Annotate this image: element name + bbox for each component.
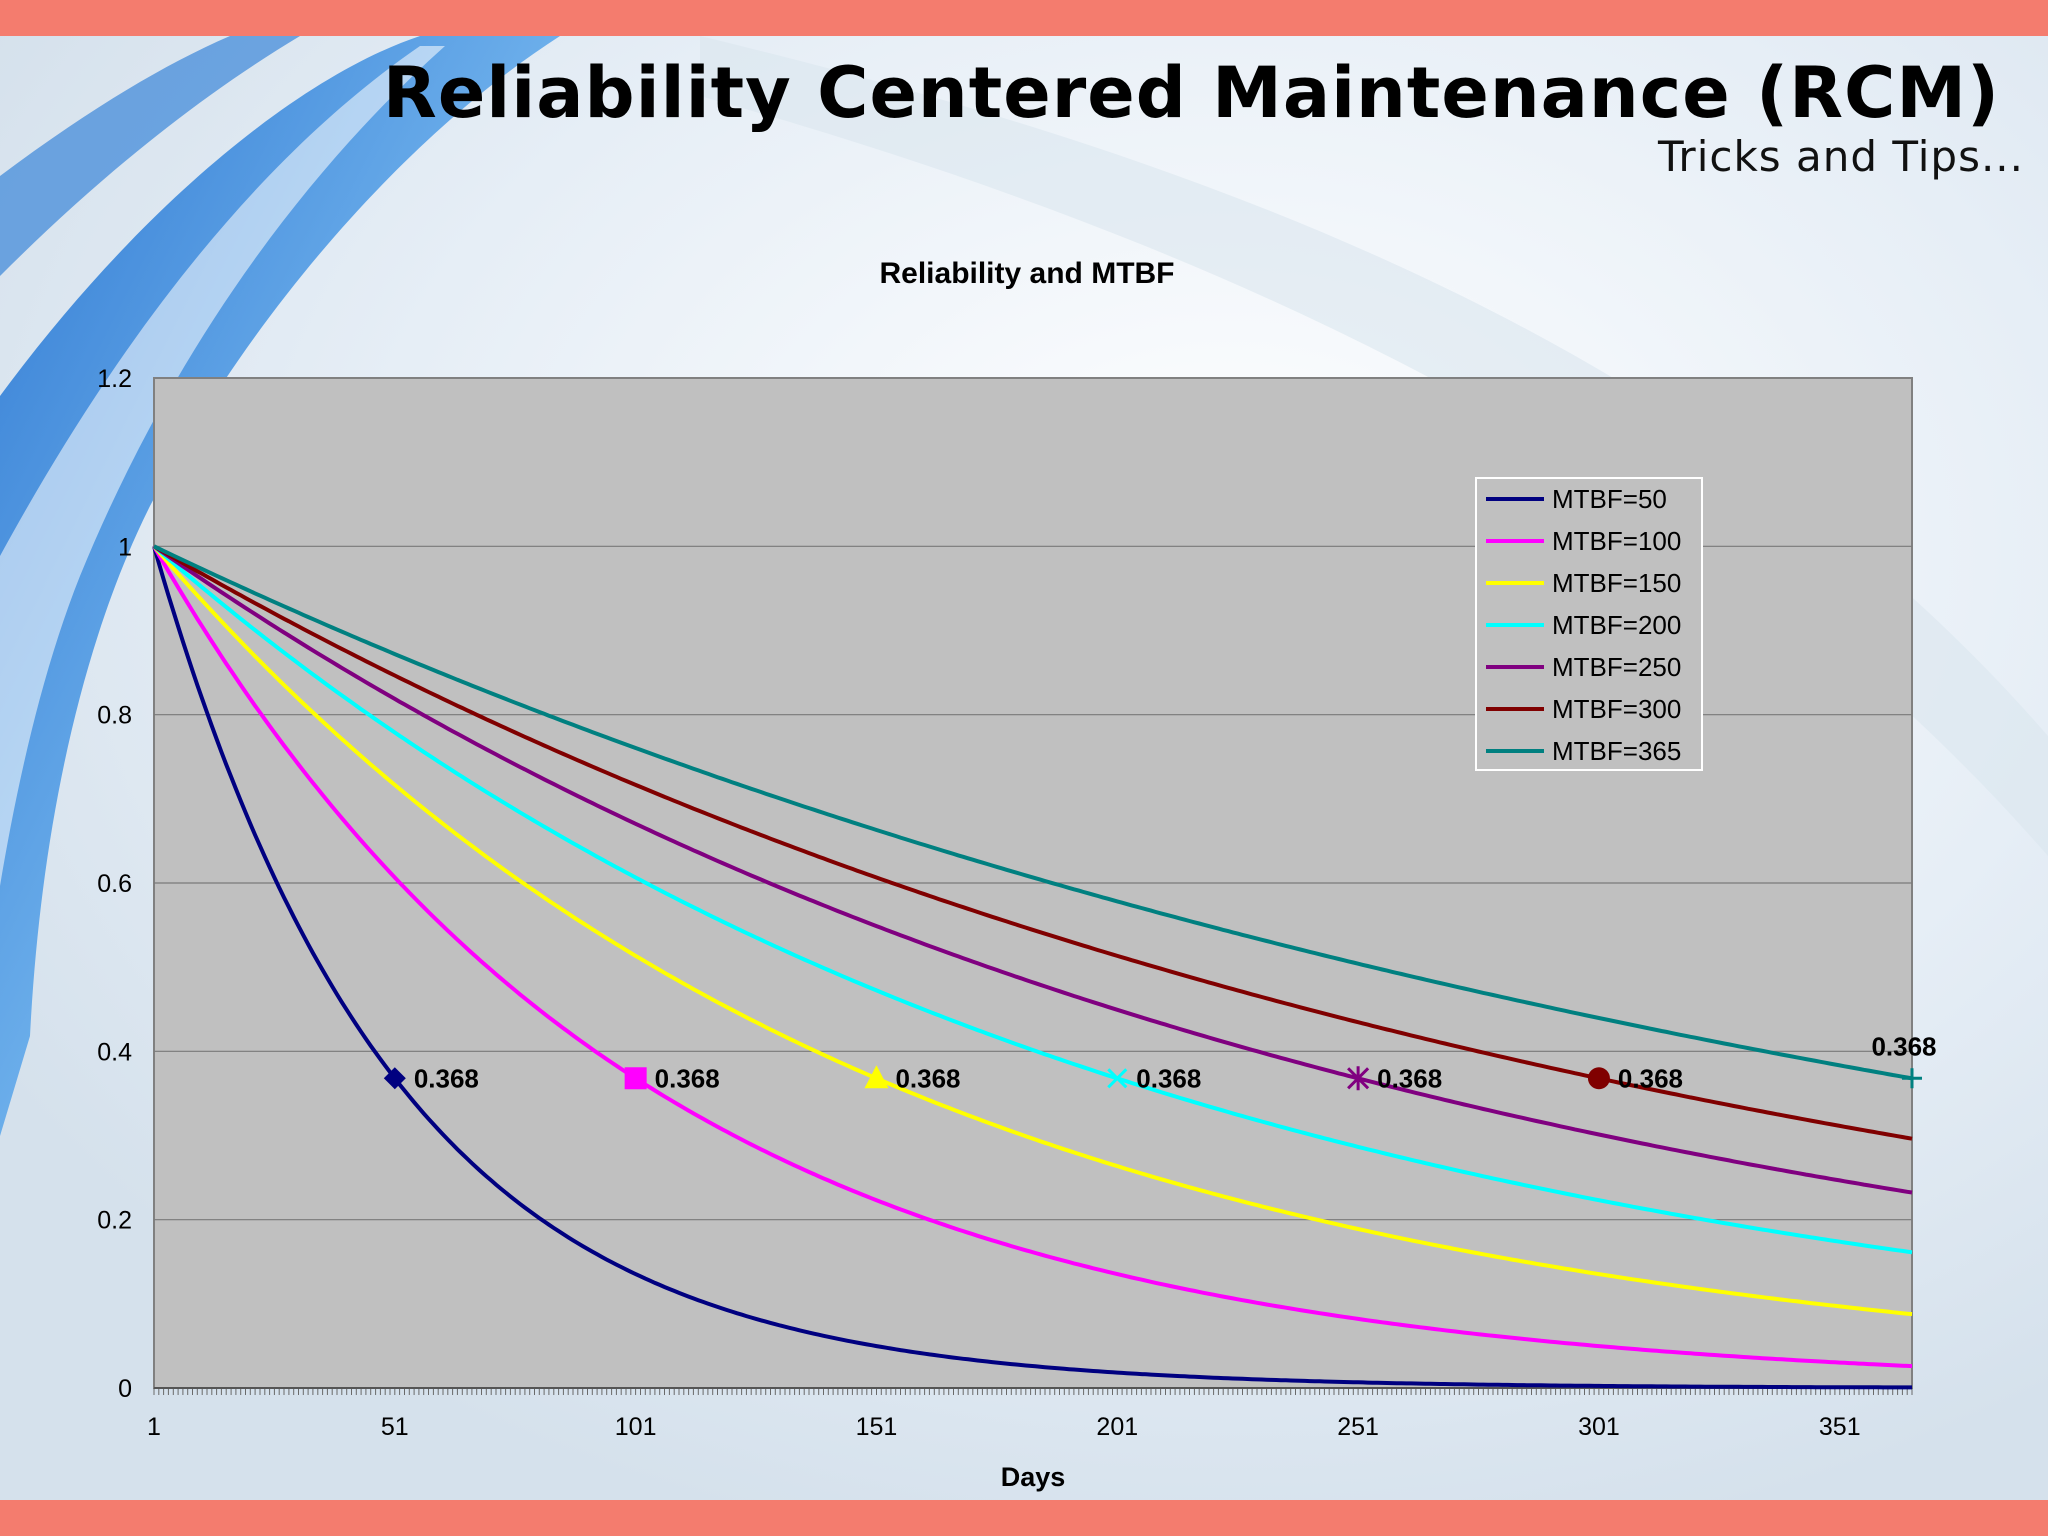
x-tick-label: 251 (1337, 1413, 1379, 1441)
y-tick-label: 0.2 (97, 1207, 132, 1235)
data-label-150: 0.368 (895, 1063, 960, 1093)
x-tick-label: 101 (615, 1413, 657, 1441)
x-tick-label: 201 (1096, 1413, 1138, 1441)
marker-plus-365 (1902, 1068, 1922, 1089)
x-axis-ticks (153, 1388, 1913, 1395)
legend-label-150: MTBF=150 (1552, 568, 1681, 598)
y-tick-label: 1.2 (97, 365, 132, 393)
y-tick-label: 1 (118, 533, 132, 561)
x-tick-label: 151 (856, 1413, 898, 1441)
bottom-accent-bar (0, 1500, 2048, 1536)
y-tick-label: 0 (118, 1375, 132, 1403)
x-tick-label: 351 (1819, 1413, 1861, 1441)
chart-title: Reliability and MTBF (879, 257, 1174, 290)
top-accent-bar (0, 0, 2048, 36)
legend-label-250: MTBF=250 (1552, 652, 1681, 682)
legend-label-100: MTBF=100 (1552, 526, 1681, 556)
data-label-200: 0.368 (1136, 1063, 1201, 1093)
data-label-250: 0.368 (1377, 1063, 1442, 1093)
series-line-250 (152, 544, 1913, 1195)
reliability-chart: 00.20.40.60.811.21 51 101 151 201 251 301 351Re… (97, 257, 1936, 1492)
marker-square-100 (624, 1067, 647, 1090)
series-line-365 (153, 544, 1913, 1081)
series-line-150 (152, 544, 1913, 1317)
marker-x-200 (1107, 1068, 1128, 1089)
data-label-100: 0.368 (655, 1063, 720, 1093)
legend-label-365: MTBF=365 (1552, 736, 1681, 766)
legend-label-300: MTBF=300 (1552, 694, 1681, 724)
series-line-300 (152, 544, 1913, 1141)
y-tick-label: 0.8 (97, 702, 132, 730)
x-tick-label: 51 (381, 1413, 409, 1441)
y-tick-label: 0.4 (97, 1038, 132, 1066)
marker-circle-300 (1587, 1067, 1610, 1090)
series-line-50 (152, 545, 1912, 1390)
marker-star-250 (1347, 1066, 1370, 1091)
slide-subtitle: Tricks and Tips... (1657, 132, 2024, 181)
data-label-300: 0.368 (1618, 1063, 1683, 1093)
marker-triangle-150 (864, 1065, 889, 1089)
data-label-365: 0.368 (1871, 1031, 1936, 1061)
x-tick-label: 301 (1578, 1413, 1620, 1441)
marker-diamond-50 (383, 1067, 406, 1090)
y-tick-label: 0.6 (97, 870, 132, 898)
series-line-200 (152, 544, 1913, 1255)
x-tick-label: 1 (147, 1413, 161, 1441)
legend-label-200: MTBF=200 (1552, 610, 1681, 640)
slide-title: Reliability Centered Maintenance (RCM) (382, 52, 2000, 134)
data-label-50: 0.368 (414, 1063, 479, 1093)
x-axis-title: Days (1001, 1462, 1066, 1492)
legend-label-50: MTBF=50 (1552, 484, 1667, 514)
series-line-100 (152, 545, 1913, 1369)
